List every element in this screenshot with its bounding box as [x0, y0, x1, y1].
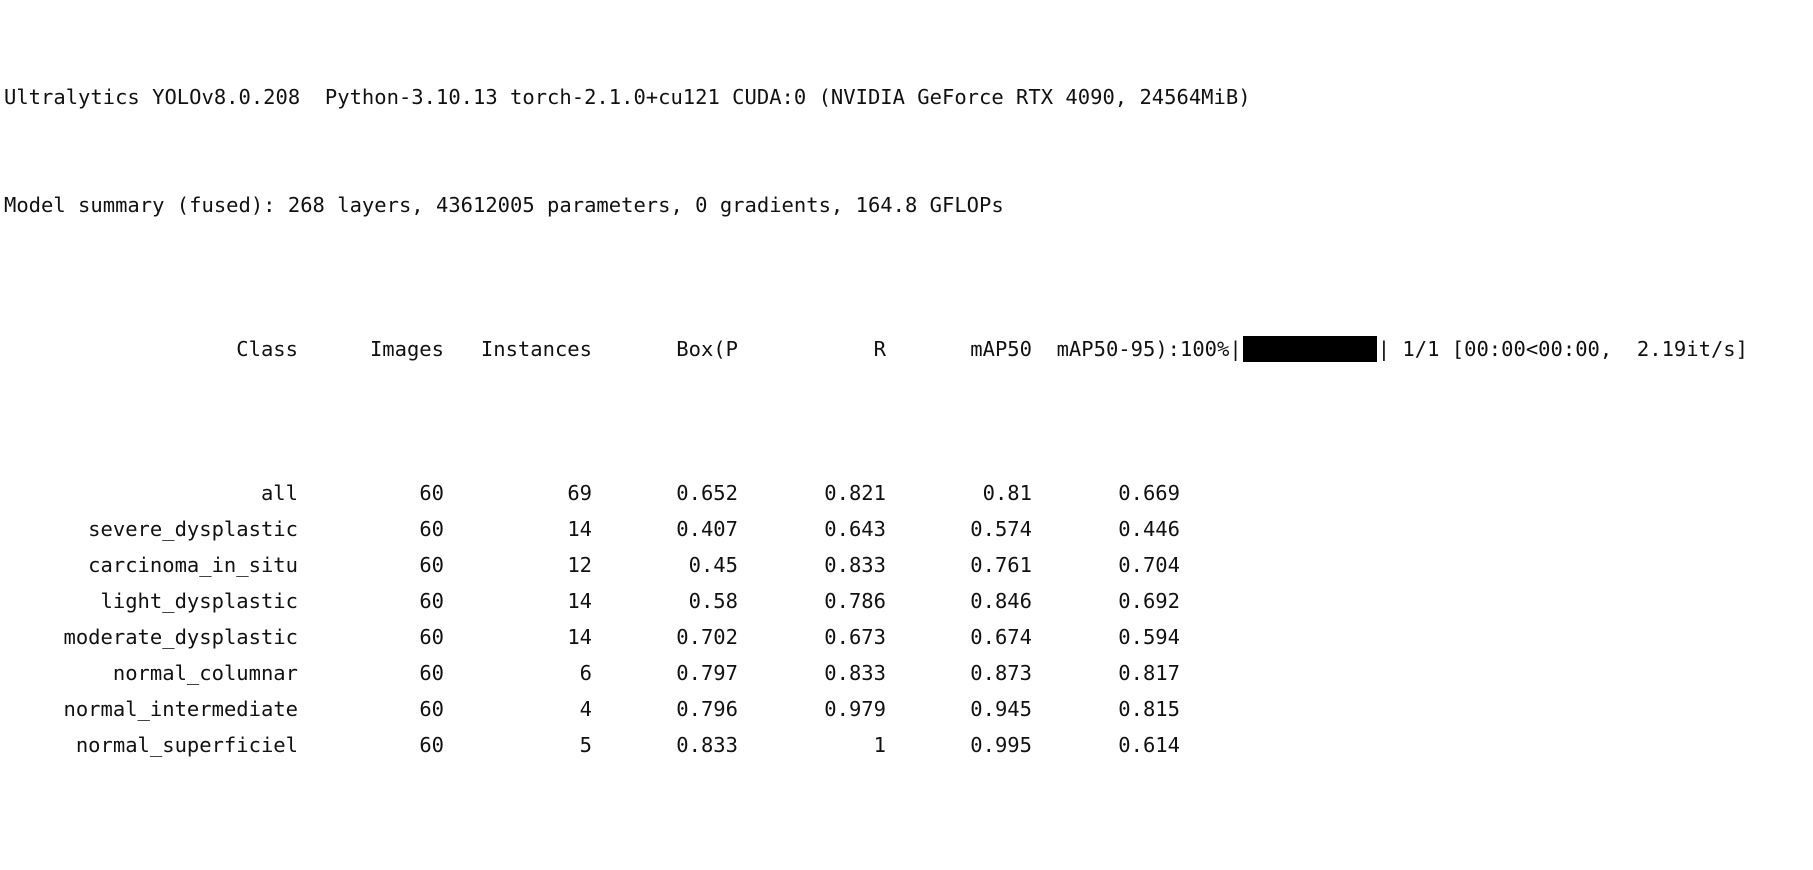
cell-box-p: 0.45 [688, 553, 738, 577]
cell-r: 0.821 [824, 481, 886, 505]
header-r: R [873, 337, 886, 361]
cell-map50-95: 0.614 [1118, 733, 1180, 757]
cell-instances: 69 [567, 481, 592, 505]
table-row: severe_dysplastic 60 14 0.407 0.643 0.574 0.44… [4, 511, 1809, 547]
cell-instances: 14 [567, 589, 592, 613]
cell-instances: 14 [567, 517, 592, 541]
cell-class: moderate_dysplastic [63, 625, 299, 649]
cell-map50-95: 0.817 [1118, 661, 1180, 685]
table-row: moderate_dysplastic 60 14 0.702 0.673 0.674 0.… [4, 619, 1809, 655]
header-box-p: Box(P [676, 337, 738, 361]
cell-instances: 12 [567, 553, 592, 577]
cell-class: normal_intermediate [63, 697, 299, 721]
cell-images: 60 [419, 589, 444, 613]
cell-map50-95: 0.692 [1118, 589, 1180, 613]
cell-r: 1 [873, 733, 886, 757]
cell-map50: 0.81 [982, 481, 1032, 505]
cell-instances: 5 [579, 733, 592, 757]
header-line: Ultralytics YOLOv8.0.208 Python-3.10.13 … [4, 85, 1251, 109]
cell-box-p: 0.407 [676, 517, 738, 541]
cell-map50: 0.995 [970, 733, 1032, 757]
cell-images: 60 [419, 697, 444, 721]
header-class: Class [236, 337, 298, 361]
cell-r: 0.979 [824, 697, 886, 721]
cell-class: normal_columnar [112, 661, 298, 685]
cell-map50: 0.761 [970, 553, 1032, 577]
header-map50-95: mAP50-95): [1056, 337, 1180, 361]
cell-map50: 0.945 [970, 697, 1032, 721]
cell-r: 0.673 [824, 625, 886, 649]
cell-map50: 0.674 [970, 625, 1032, 649]
header-map50: mAP50 [970, 337, 1032, 361]
progress-percent: 100%| [1180, 337, 1242, 361]
table-row: carcinoma_in_situ 60 12 0.45 0.833 0.761 0.704 [4, 547, 1809, 583]
cell-box-p: 0.833 [676, 733, 738, 757]
cell-class: all [260, 481, 298, 505]
cell-box-p: 0.702 [676, 625, 738, 649]
console-output: Ultralytics YOLOv8.0.208 Python-3.10.13 … [4, 7, 1809, 870]
cell-r: 0.833 [824, 553, 886, 577]
table-row: all 60 69 0.652 0.821 0.81 0.669 [4, 475, 1809, 511]
cell-class: carcinoma_in_situ [88, 553, 298, 577]
cell-map50-95: 0.594 [1118, 625, 1180, 649]
cell-images: 60 [419, 553, 444, 577]
table-row: normal_columnar 60 6 0.797 0.833 0.873 0.817 [4, 655, 1809, 691]
cell-r: 0.643 [824, 517, 886, 541]
cell-map50-95: 0.815 [1118, 697, 1180, 721]
cell-instances: 4 [579, 697, 592, 721]
cell-instances: 14 [567, 625, 592, 649]
progress-bar [1242, 336, 1377, 362]
cell-class: normal_superficiel [75, 733, 298, 757]
cell-images: 60 [419, 625, 444, 649]
cell-class: light_dysplastic [100, 589, 298, 613]
cell-images: 60 [419, 733, 444, 757]
model-summary-line: Model summary (fused): 268 layers, 43612… [4, 193, 1004, 217]
cell-box-p: 0.796 [676, 697, 738, 721]
table-row: normal_superficiel 60 5 0.833 1 0.995 0.614 [4, 727, 1809, 763]
cell-instances: 6 [579, 661, 592, 685]
cell-map50: 0.873 [970, 661, 1032, 685]
cell-map50-95: 0.669 [1118, 481, 1180, 505]
cell-images: 60 [419, 481, 444, 505]
cell-r: 0.786 [824, 589, 886, 613]
cell-images: 60 [419, 517, 444, 541]
metrics-table-body: all 60 69 0.652 0.821 0.81 0.669 severe_dysplas… [4, 475, 1809, 763]
table-row: normal_intermediate 60 4 0.796 0.979 0.945 0.8… [4, 691, 1809, 727]
cell-map50: 0.574 [970, 517, 1032, 541]
table-row: light_dysplastic 60 14 0.58 0.786 0.846 0.692 [4, 583, 1809, 619]
cell-r: 0.833 [824, 661, 886, 685]
header-instances: Instances [480, 337, 592, 361]
table-header-row: Class Images Instances Box(P R mAP50 mAP… [4, 331, 1809, 367]
header-images: Images [369, 337, 444, 361]
cell-box-p: 0.652 [676, 481, 738, 505]
cell-box-p: 0.58 [688, 589, 738, 613]
cell-map50: 0.846 [970, 589, 1032, 613]
progress-area: 100%| | 1/1 [00:00<00:00, 2.19it/s] [1180, 331, 1748, 367]
progress-status: | 1/1 [00:00<00:00, 2.19it/s] [1377, 337, 1748, 361]
cell-class: severe_dysplastic [88, 517, 298, 541]
cell-images: 60 [419, 661, 444, 685]
cell-map50-95: 0.446 [1118, 517, 1180, 541]
cell-box-p: 0.797 [676, 661, 738, 685]
cell-map50-95: 0.704 [1118, 553, 1180, 577]
